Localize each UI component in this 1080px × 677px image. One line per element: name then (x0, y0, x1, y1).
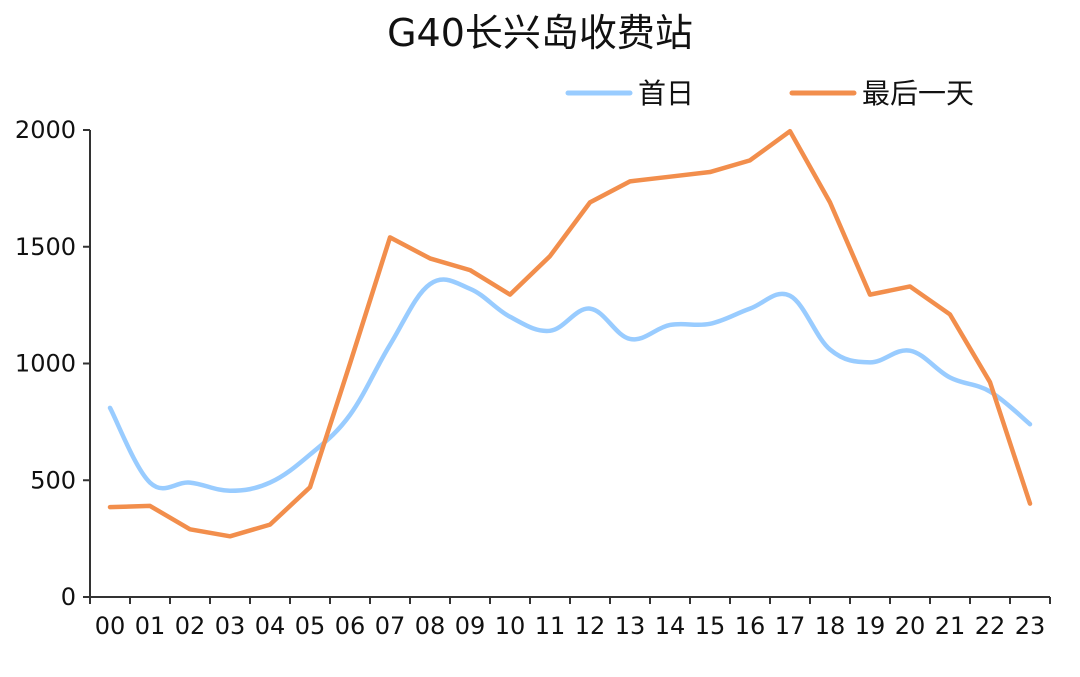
x-tick-label: 01 (135, 612, 166, 640)
x-tick-label: 19 (855, 612, 886, 640)
x-tick-label: 17 (775, 612, 806, 640)
x-tick-label: 09 (455, 612, 486, 640)
x-tick-label: 23 (1015, 612, 1046, 640)
y-ticks: 0 500 1000 1500 2000 (15, 116, 90, 611)
x-ticks: 00 01 02 03 04 05 06 07 08 09 10 11 12 13 14 15 16 17 18 19… (89, 597, 1051, 640)
x-tick-label: 16 (735, 612, 766, 640)
chart-title: G40长兴岛收费站 (387, 11, 693, 55)
x-tick-label: 07 (375, 612, 406, 640)
x-tick-label: 02 (175, 612, 206, 640)
y-tick-label: 1500 (15, 233, 76, 261)
series-line-first-day (107, 277, 1033, 494)
x-tick-label: 00 (95, 612, 126, 640)
x-tick-label: 20 (895, 612, 926, 640)
x-tick-label: 12 (575, 612, 606, 640)
y-tick-label: 1000 (15, 350, 76, 378)
x-tick-label: 06 (335, 612, 366, 640)
x-tick-label: 10 (495, 612, 526, 640)
legend: 首日 最后一天 (565, 77, 974, 110)
x-tick-label: 14 (655, 612, 686, 640)
series-line-last-day (107, 128, 1033, 539)
x-tick-label: 21 (935, 612, 966, 640)
y-tick-label: 2000 (15, 116, 76, 144)
y-tick-label: 500 (30, 466, 76, 494)
x-tick-label: 03 (215, 612, 246, 640)
x-tick-label: 15 (695, 612, 726, 640)
x-tick-label: 08 (415, 612, 446, 640)
legend-label-first-day: 首日 (638, 77, 694, 110)
x-tick-label: 22 (975, 612, 1006, 640)
x-tick-label: 11 (535, 612, 566, 640)
y-tick-label: 0 (61, 583, 76, 611)
x-tick-label: 18 (815, 612, 846, 640)
series-group (107, 128, 1033, 539)
x-tick-label: 04 (255, 612, 286, 640)
x-tick-label: 05 (295, 612, 326, 640)
axes (89, 130, 1050, 598)
legend-label-last-day: 最后一天 (862, 77, 974, 110)
x-tick-label: 13 (615, 612, 646, 640)
